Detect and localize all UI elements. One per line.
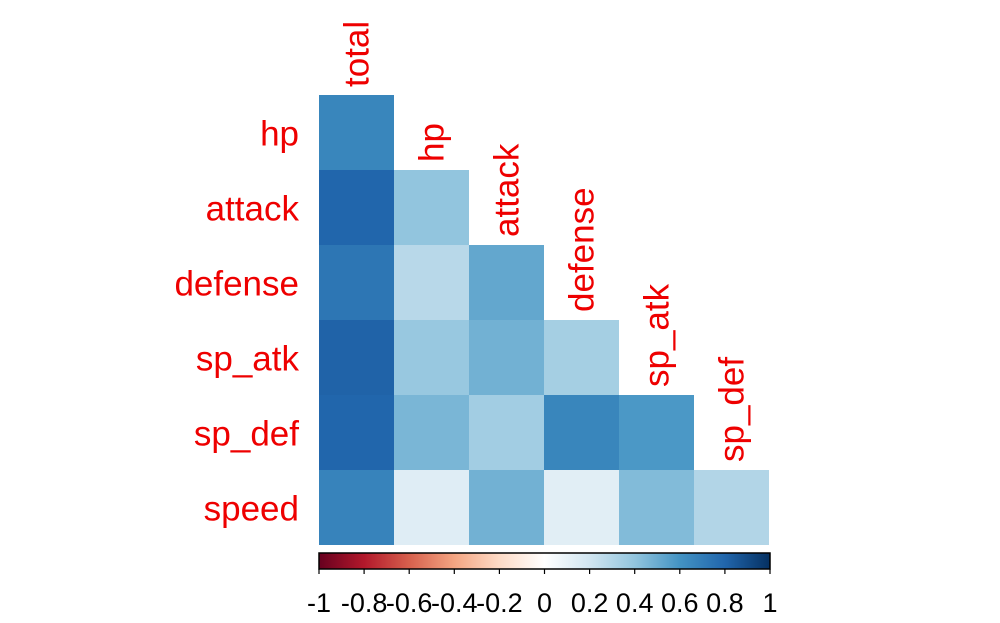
heatmap-cell bbox=[319, 395, 394, 470]
heatmap-cell bbox=[394, 245, 469, 320]
color-bar-tick-label: -0.4 bbox=[431, 588, 478, 618]
column-label: sp_atk bbox=[638, 283, 677, 387]
row-label: defense bbox=[174, 265, 299, 304]
heatmap-cell bbox=[469, 245, 544, 320]
heatmap-cell bbox=[319, 245, 394, 320]
color-bar-tick-label: 0 bbox=[537, 588, 552, 618]
color-bar-tick-label: 0.6 bbox=[661, 588, 699, 618]
row-label: sp_def bbox=[194, 415, 299, 454]
row-label: speed bbox=[204, 490, 299, 529]
heatmap-cell bbox=[394, 320, 469, 395]
column-label: sp_def bbox=[713, 357, 752, 462]
color-bar bbox=[318, 552, 771, 570]
heatmap-cells bbox=[319, 95, 769, 545]
color-bar-tick-label: -0.8 bbox=[341, 588, 388, 618]
color-bar-tick-label: -0.6 bbox=[386, 588, 433, 618]
heatmap-cell bbox=[319, 170, 394, 245]
heatmap-cell bbox=[394, 170, 469, 245]
heatmap-cell bbox=[394, 395, 469, 470]
heatmap-cell bbox=[619, 470, 694, 545]
heatmap-cell bbox=[544, 470, 619, 545]
color-bar-tick-label: -0.2 bbox=[476, 588, 523, 618]
color-bar-tick-label: 0.4 bbox=[616, 588, 654, 618]
column-label: total bbox=[338, 21, 377, 87]
heatmap-cell bbox=[469, 395, 544, 470]
heatmap-cell bbox=[394, 470, 469, 545]
heatmap-cell bbox=[469, 320, 544, 395]
heatmap-cell bbox=[319, 95, 394, 170]
color-bar-tick-label: -1 bbox=[307, 588, 331, 618]
color-bar-tick-label: 1 bbox=[762, 588, 777, 618]
color-legend: -1 -0.8-0.6-0.4-0.2 0 0.2 0.4 0.6 0.8 1 bbox=[307, 552, 778, 618]
heatmap-cell bbox=[544, 320, 619, 395]
column-label: hp bbox=[413, 123, 452, 162]
heatmap-cell bbox=[694, 470, 769, 545]
heatmap-cell bbox=[319, 320, 394, 395]
heatmap-cell bbox=[544, 395, 619, 470]
heatmap-cell bbox=[469, 470, 544, 545]
column-label: defense bbox=[563, 187, 602, 312]
color-bar-tick-label: 0.2 bbox=[571, 588, 609, 618]
color-bar-tick-label: 0.8 bbox=[706, 588, 744, 618]
row-label: sp_atk bbox=[196, 340, 300, 379]
heatmap-cell bbox=[619, 395, 694, 470]
heatmap-cell bbox=[319, 470, 394, 545]
row-label: hp bbox=[260, 115, 299, 154]
column-label: attack bbox=[488, 143, 527, 237]
row-label: attack bbox=[206, 190, 300, 229]
